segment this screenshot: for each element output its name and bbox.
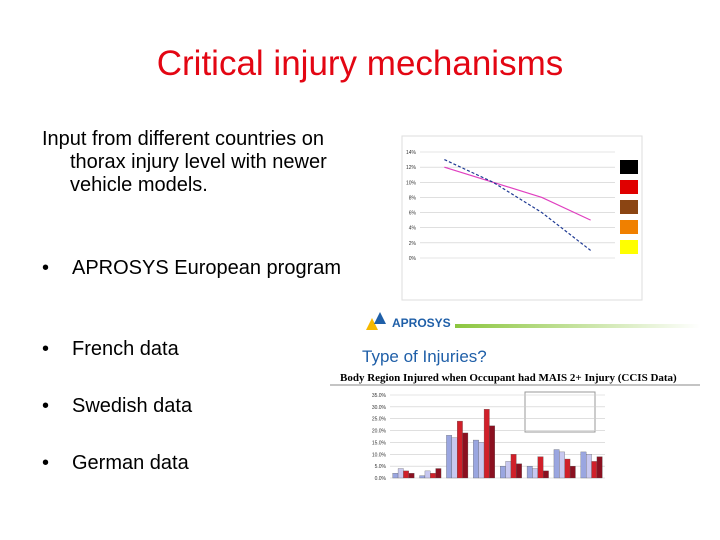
bar xyxy=(483,409,490,479)
bar xyxy=(500,465,506,479)
bar xyxy=(462,432,469,479)
legend-swatch xyxy=(620,240,638,254)
line-figure-frame xyxy=(401,135,643,301)
bar xyxy=(559,451,565,479)
bar xyxy=(473,439,479,479)
bar xyxy=(580,451,587,479)
bar xyxy=(526,465,533,479)
logo-star xyxy=(374,312,386,324)
bar xyxy=(596,456,603,479)
y-tick-label: 15.0% xyxy=(372,440,387,446)
bullet: • French data xyxy=(42,338,179,360)
bar xyxy=(553,449,560,479)
bar xyxy=(516,463,522,479)
bar xyxy=(457,420,463,479)
legend-swatch xyxy=(620,200,638,214)
y-tick-label: 25.0% xyxy=(372,417,387,423)
y-tick-label: 0% xyxy=(409,256,417,262)
y-tick-label: 30.0% xyxy=(372,405,387,411)
bar xyxy=(489,425,495,479)
bullet: • German data xyxy=(42,452,189,474)
bar xyxy=(543,470,549,479)
bar xyxy=(419,475,426,479)
bar xyxy=(451,437,458,479)
bar xyxy=(586,454,592,479)
bullet: • Swedish data xyxy=(42,395,193,417)
bar xyxy=(392,473,399,479)
slide-title: Critical injury mechanisms xyxy=(156,44,564,83)
bar xyxy=(532,468,538,479)
y-tick-label: 0.0% xyxy=(375,476,387,482)
y-tick-label: 12% xyxy=(406,165,417,171)
y-tick-label: 5.0% xyxy=(375,464,387,470)
y-tick-label: 14% xyxy=(406,150,417,156)
figure-heading: Type of Injuries? xyxy=(362,347,487,366)
bar xyxy=(397,468,404,479)
bullet-text: French data xyxy=(72,338,179,360)
bar-title: Body Region Injured when Occupant had MA… xyxy=(340,372,677,384)
bar xyxy=(424,470,431,479)
y-tick-label: 10% xyxy=(406,180,417,186)
bullet-text: German data xyxy=(72,452,189,474)
bar xyxy=(435,468,442,479)
y-tick-label: 35.0% xyxy=(372,393,387,399)
logo-star xyxy=(366,318,378,330)
legend-swatch xyxy=(620,220,638,234)
bar xyxy=(403,470,409,479)
legend-swatch xyxy=(620,160,638,174)
bar xyxy=(564,458,571,479)
bar xyxy=(591,461,598,479)
y-tick-label: 20.0% xyxy=(372,429,387,435)
bullet-text: Swedish data xyxy=(72,395,193,417)
y-tick-label: 4% xyxy=(409,226,417,232)
bar-legend-box xyxy=(524,391,596,433)
bar xyxy=(478,442,485,479)
logo-rule xyxy=(455,324,700,328)
logo-text: APROSYS xyxy=(392,316,451,330)
legend-swatch xyxy=(620,180,638,194)
intro-text: Input from different countries on thorax… xyxy=(42,128,327,196)
bar xyxy=(510,454,517,479)
bar xyxy=(505,461,512,479)
bar xyxy=(446,435,452,479)
y-tick-label: 2% xyxy=(409,241,417,247)
line-series xyxy=(444,166,591,221)
bar xyxy=(537,456,544,479)
bar xyxy=(408,473,415,479)
bullet-text: APROSYS European program xyxy=(72,257,342,279)
bar xyxy=(569,465,576,479)
line-series xyxy=(444,159,591,251)
y-tick-label: 6% xyxy=(409,211,417,217)
y-tick-label: 8% xyxy=(409,195,417,201)
y-tick-label: 10.0% xyxy=(372,452,387,458)
bar xyxy=(430,473,436,479)
bullet: • APROSYS European program xyxy=(42,257,342,279)
